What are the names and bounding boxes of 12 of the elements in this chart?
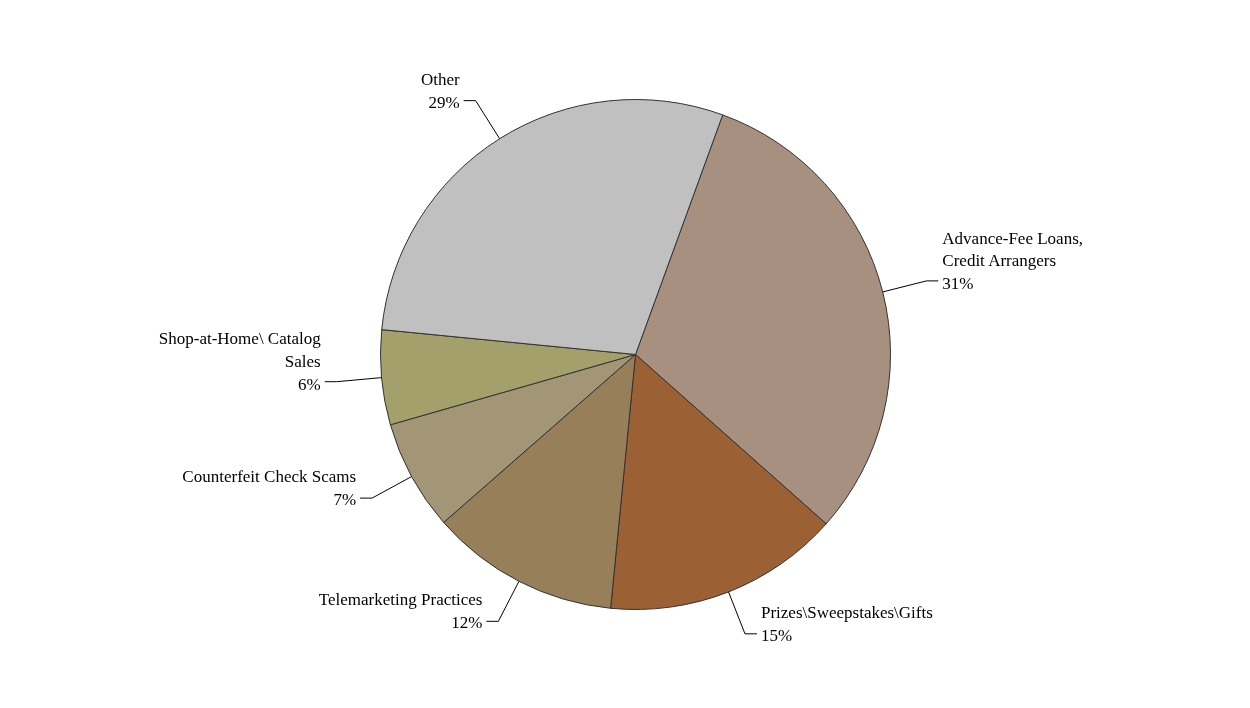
data-label: 7% [333,490,357,510]
slice-label: Shop-at-Home\ Catalog Sales [158,329,322,372]
slice-label: Prizes\Sweepstakes\Gifts [760,602,933,622]
data-label: 31% [942,274,974,294]
slice-label: Other [420,69,460,89]
slice-label: Telemarketing Practices [318,590,483,610]
slice-label: Counterfeit Check Scams [182,467,357,487]
data-label: 12% [451,613,483,633]
slice-label: Advance-Fee Loans, Credit Arrangers [942,228,1084,271]
data-label: 6% [298,374,321,394]
data-label: 29% [428,92,460,112]
data-label: 15% [760,625,793,645]
